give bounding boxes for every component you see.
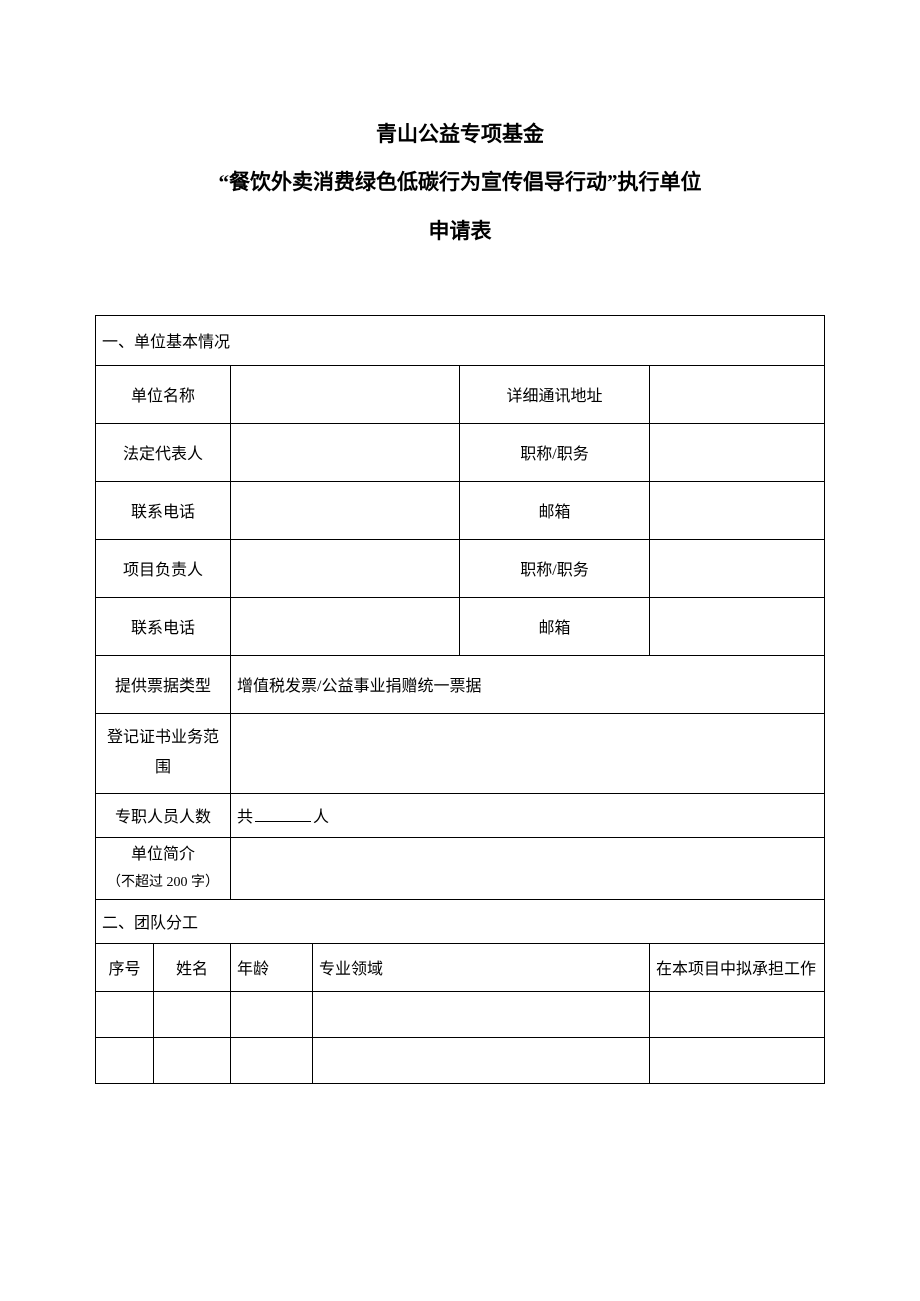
staff-prefix: 共: [237, 809, 253, 826]
table-row: [96, 991, 825, 1037]
team-field-0: [313, 991, 650, 1037]
phone1-value: [231, 481, 460, 539]
table-row: [96, 1037, 825, 1083]
team-work-1: [650, 1037, 825, 1083]
phone2-label: 联系电话: [96, 597, 231, 655]
team-name-0: [154, 991, 231, 1037]
pm-value: [231, 539, 460, 597]
staff-value-cell: 共人: [231, 793, 825, 837]
pm-label: 项目负责人: [96, 539, 231, 597]
title-line-3: 申请表: [95, 207, 825, 255]
section-1-header: 一、单位基本情况: [96, 315, 825, 365]
legal-rep-value: [231, 423, 460, 481]
pm-title-value: [650, 539, 825, 597]
title-line-1: 青山公益专项基金: [95, 110, 825, 158]
invoice-label: 提供票据类型: [96, 655, 231, 713]
team-work-0: [650, 991, 825, 1037]
team-field-1: [313, 1037, 650, 1083]
intro-label: 单位简介: [102, 841, 224, 870]
team-col-field: 专业领域: [313, 943, 650, 991]
team-col-age: 年龄: [231, 943, 313, 991]
legal-title-value: [650, 423, 825, 481]
intro-label-cell: 单位简介 （不超过 200 字）: [96, 837, 231, 899]
phone1-label: 联系电话: [96, 481, 231, 539]
team-col-name: 姓名: [154, 943, 231, 991]
staff-blank: [255, 806, 311, 822]
intro-value: [231, 837, 825, 899]
email1-value: [650, 481, 825, 539]
team-col-work: 在本项目中拟承担工作: [650, 943, 825, 991]
address-value: [650, 365, 825, 423]
scope-label-text: 登记证书业务范围: [107, 729, 219, 776]
scope-label: 登记证书业务范围: [96, 713, 231, 793]
title-line-2: “餐饮外卖消费绿色低碳行为宣传倡导行动”执行单位: [95, 158, 825, 206]
staff-label: 专职人员人数: [96, 793, 231, 837]
section-2-header: 二、团队分工: [96, 899, 825, 943]
legal-rep-label: 法定代表人: [96, 423, 231, 481]
application-form-table: 一、单位基本情况 单位名称 详细通讯地址 法定代表人 职称/职务 联系电话 邮箱…: [95, 315, 825, 1084]
scope-value: [231, 713, 825, 793]
org-name-label: 单位名称: [96, 365, 231, 423]
legal-title-label: 职称/职务: [460, 423, 650, 481]
email2-value: [650, 597, 825, 655]
email2-label: 邮箱: [460, 597, 650, 655]
pm-title-label: 职称/职务: [460, 539, 650, 597]
address-label: 详细通讯地址: [460, 365, 650, 423]
email1-label: 邮箱: [460, 481, 650, 539]
team-seq-0: [96, 991, 154, 1037]
team-age-0: [231, 991, 313, 1037]
invoice-value: 增值税发票/公益事业捐赠统一票据: [231, 655, 825, 713]
team-seq-1: [96, 1037, 154, 1083]
org-name-value: [231, 365, 460, 423]
title-block: 青山公益专项基金 “餐饮外卖消费绿色低碳行为宣传倡导行动”执行单位 申请表: [95, 110, 825, 255]
phone2-value: [231, 597, 460, 655]
team-col-seq: 序号: [96, 943, 154, 991]
team-name-1: [154, 1037, 231, 1083]
intro-sub: （不超过 200 字）: [102, 870, 224, 895]
staff-suffix: 人: [313, 809, 329, 826]
team-age-1: [231, 1037, 313, 1083]
